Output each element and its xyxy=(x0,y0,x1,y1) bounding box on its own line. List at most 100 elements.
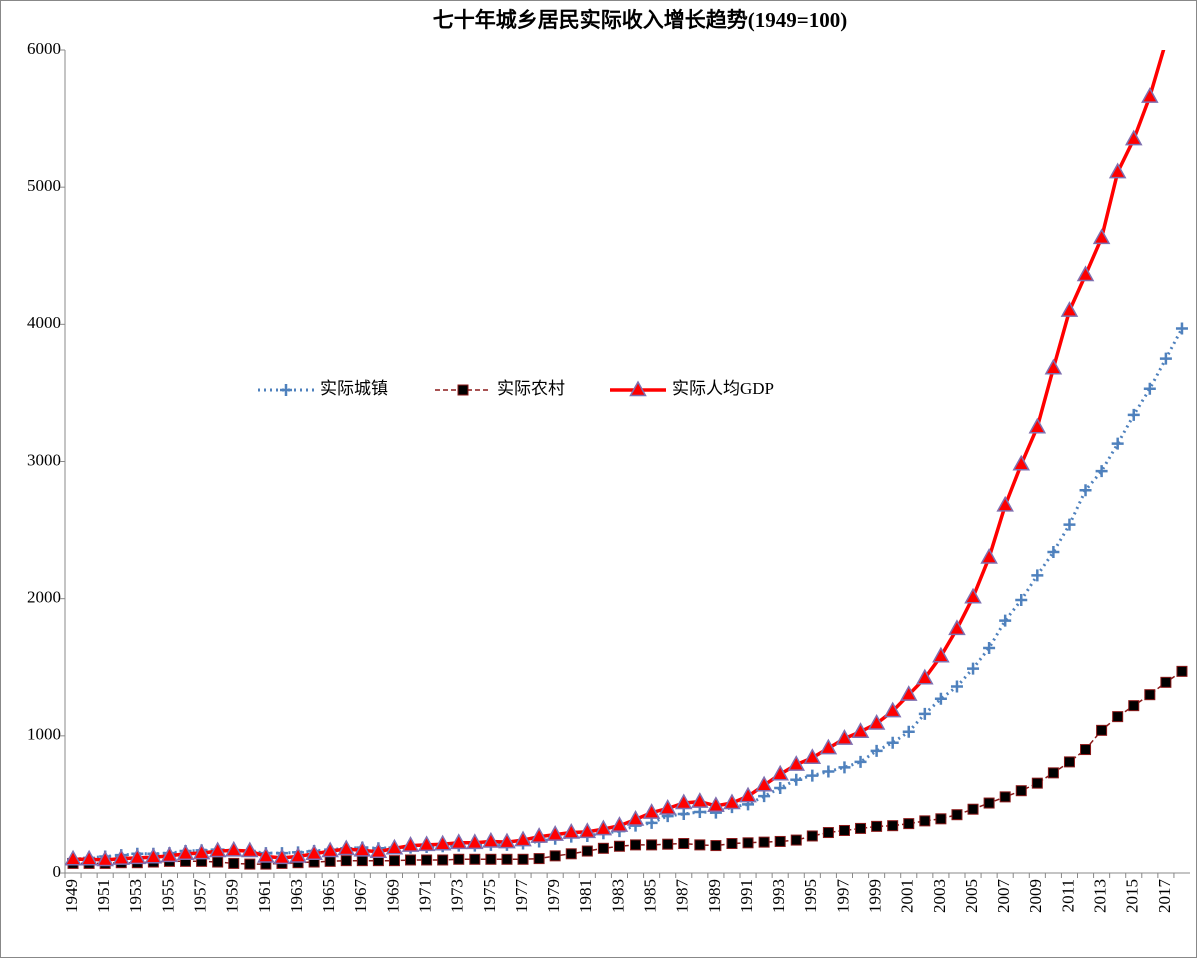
point xyxy=(80,849,98,866)
point xyxy=(369,842,388,858)
legend-marker xyxy=(280,384,292,396)
point xyxy=(485,853,497,865)
point xyxy=(597,842,609,854)
point xyxy=(241,841,259,858)
point xyxy=(1047,767,1059,779)
point xyxy=(514,830,532,847)
point xyxy=(742,837,754,849)
point xyxy=(565,848,577,860)
point xyxy=(867,713,886,730)
point xyxy=(1063,756,1075,768)
point xyxy=(353,840,372,857)
series-line xyxy=(72,327,1184,861)
point xyxy=(950,680,963,693)
point xyxy=(417,835,436,852)
x-tick-label: 1957 xyxy=(191,879,210,914)
point xyxy=(758,790,771,803)
point xyxy=(482,831,500,848)
x-tick-label: 1999 xyxy=(866,879,885,913)
point xyxy=(694,839,706,851)
x-tick-label: 1955 xyxy=(158,879,177,913)
point xyxy=(1141,87,1159,103)
point xyxy=(755,775,773,792)
point xyxy=(176,844,195,861)
point xyxy=(726,838,738,850)
x-tick-label: 2003 xyxy=(930,879,949,913)
x-tick-label: 1965 xyxy=(319,879,338,913)
point xyxy=(646,839,658,851)
point xyxy=(1096,724,1108,736)
point xyxy=(1079,484,1092,497)
point xyxy=(421,854,433,866)
point xyxy=(1063,518,1076,531)
point xyxy=(739,786,757,803)
point xyxy=(838,824,850,836)
x-tick-label: 1963 xyxy=(287,879,306,913)
point xyxy=(1143,382,1156,395)
point xyxy=(388,855,400,867)
point xyxy=(1095,465,1108,478)
point xyxy=(1060,301,1079,317)
x-tick-label: 2007 xyxy=(994,879,1013,914)
point xyxy=(707,796,725,813)
point xyxy=(645,816,658,829)
x-tick-label: 1993 xyxy=(769,879,788,913)
x-tick-label: 1991 xyxy=(737,879,756,913)
point xyxy=(228,857,240,869)
point xyxy=(578,822,597,839)
point xyxy=(855,822,867,834)
point xyxy=(144,847,163,864)
point xyxy=(677,808,690,821)
point xyxy=(1076,265,1095,282)
legend-marker xyxy=(629,380,647,397)
point xyxy=(405,854,417,866)
point xyxy=(305,844,323,861)
point xyxy=(610,816,629,832)
point xyxy=(999,791,1011,803)
point xyxy=(1176,665,1188,677)
point xyxy=(1012,454,1031,471)
point xyxy=(1111,437,1124,450)
point xyxy=(498,832,516,849)
point xyxy=(999,614,1012,627)
x-tick-label: 2015 xyxy=(1123,879,1142,913)
point xyxy=(65,849,82,866)
point xyxy=(1159,352,1172,365)
point xyxy=(594,819,613,836)
point xyxy=(324,855,336,867)
point xyxy=(932,646,950,663)
point xyxy=(453,853,465,865)
point xyxy=(273,848,291,865)
point xyxy=(935,813,947,825)
point xyxy=(967,803,979,815)
point xyxy=(630,839,642,851)
point xyxy=(1080,744,1092,756)
point xyxy=(289,846,307,863)
point xyxy=(1128,700,1140,712)
point xyxy=(1124,129,1143,146)
point xyxy=(835,729,854,745)
x-tick-label: 1987 xyxy=(673,879,692,914)
point xyxy=(693,805,706,818)
plot-area xyxy=(65,50,1188,870)
point xyxy=(916,668,934,685)
point xyxy=(951,809,963,821)
y-tick-label: 2000 xyxy=(27,588,61,607)
legend-label: 实际农村 xyxy=(497,379,565,398)
y-tick-label: 4000 xyxy=(27,313,61,332)
point xyxy=(533,853,545,865)
point xyxy=(822,765,835,778)
point xyxy=(257,846,275,863)
x-tick-label: 1959 xyxy=(223,879,242,913)
point xyxy=(871,820,883,832)
point xyxy=(662,838,674,850)
x-tick-label: 1975 xyxy=(480,879,499,913)
x-tick-label: 1989 xyxy=(705,879,724,913)
point xyxy=(691,792,709,808)
point xyxy=(838,761,851,774)
point xyxy=(1144,689,1156,701)
point xyxy=(806,769,819,782)
point xyxy=(128,848,147,865)
x-tick-label: 1979 xyxy=(544,879,563,913)
